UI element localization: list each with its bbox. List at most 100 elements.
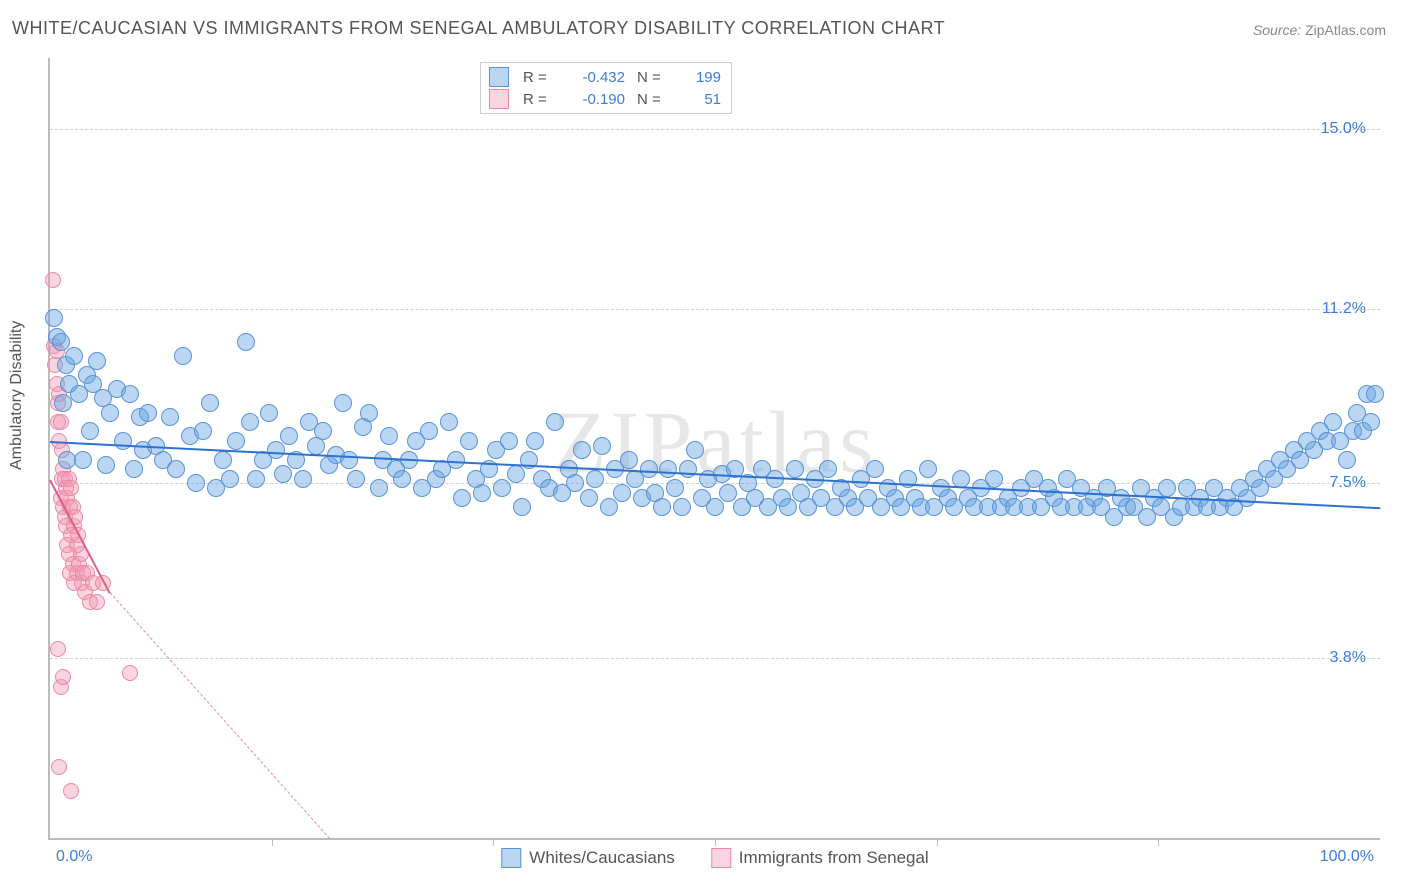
scatter-point-pink: [50, 641, 66, 657]
scatter-point-blue: [786, 460, 804, 478]
scatter-point-blue: [314, 422, 332, 440]
scatter-point-blue: [125, 460, 143, 478]
stat-n-blue: 199: [679, 69, 721, 86]
scatter-point-blue: [101, 404, 119, 422]
scatter-point-blue: [673, 498, 691, 516]
gridline-h: [50, 309, 1380, 310]
scatter-point-blue: [393, 470, 411, 488]
scatter-point-blue: [380, 427, 398, 445]
x-tick: [493, 838, 494, 846]
scatter-point-pink: [89, 594, 105, 610]
scatter-point-blue: [1324, 413, 1342, 431]
x-tick: [937, 838, 938, 846]
scatter-point-blue: [1338, 451, 1356, 469]
gridline-h: [50, 129, 1380, 130]
y-tick-label: 15.0%: [1321, 120, 1366, 138]
y-tick-label: 11.2%: [1322, 300, 1366, 318]
scatter-point-blue: [347, 470, 365, 488]
scatter-point-blue: [81, 422, 99, 440]
scatter-point-blue: [460, 432, 478, 450]
scatter-point-blue: [985, 470, 1003, 488]
gridline-h: [50, 658, 1380, 659]
plot-area: ZIPatlas R = -0.432 N = 199 R = -0.190 N…: [48, 58, 1380, 840]
scatter-point-blue: [227, 432, 245, 450]
scatter-point-pink: [51, 759, 67, 775]
scatter-point-blue: [666, 479, 684, 497]
scatter-point-blue: [600, 498, 618, 516]
x-tick: [272, 838, 273, 846]
scatter-point-blue: [653, 498, 671, 516]
scatter-point-blue: [88, 352, 106, 370]
scatter-point-blue: [121, 385, 139, 403]
scatter-point-blue: [45, 309, 63, 327]
scatter-point-blue: [919, 460, 937, 478]
scatter-point-blue: [493, 479, 511, 497]
scatter-point-blue: [97, 456, 115, 474]
x-axis-max-label: 100.0%: [1320, 848, 1374, 866]
scatter-point-blue: [237, 333, 255, 351]
scatter-point-blue: [161, 408, 179, 426]
scatter-point-blue: [280, 427, 298, 445]
legend-item-blue: Whites/Caucasians: [501, 848, 675, 868]
source-credit: Source: ZipAtlas.com: [1253, 22, 1386, 38]
scatter-point-pink: [55, 669, 71, 685]
scatter-point-blue: [586, 470, 604, 488]
scatter-point-blue: [294, 470, 312, 488]
swatch-pink: [489, 89, 509, 109]
scatter-point-blue: [187, 474, 205, 492]
scatter-point-blue: [360, 404, 378, 422]
legend-bottom: Whites/Caucasians Immigrants from Senega…: [501, 848, 928, 868]
scatter-point-blue: [139, 404, 157, 422]
scatter-point-pink: [45, 272, 61, 288]
swatch-blue: [489, 67, 509, 87]
y-tick-label: 7.5%: [1330, 474, 1366, 492]
scatter-point-blue: [453, 489, 471, 507]
regression-line-pink-dash: [109, 592, 329, 838]
scatter-point-blue: [580, 489, 598, 507]
scatter-point-pink: [122, 665, 138, 681]
scatter-point-blue: [719, 484, 737, 502]
scatter-point-blue: [274, 465, 292, 483]
stat-r-label-2: R =: [523, 91, 553, 108]
scatter-point-blue: [214, 451, 232, 469]
legend-swatch-blue: [501, 848, 521, 868]
scatter-point-blue: [779, 498, 797, 516]
x-tick: [1158, 838, 1159, 846]
scatter-point-blue: [267, 441, 285, 459]
stat-n-pink: 51: [679, 91, 721, 108]
scatter-point-blue: [573, 441, 591, 459]
scatter-point-blue: [473, 484, 491, 502]
scatter-point-blue: [659, 460, 677, 478]
scatter-point-blue: [613, 484, 631, 502]
scatter-point-blue: [526, 432, 544, 450]
y-tick-label: 3.8%: [1330, 649, 1366, 667]
scatter-point-pink: [63, 480, 79, 496]
scatter-point-blue: [167, 460, 185, 478]
legend-label-pink: Immigrants from Senegal: [739, 848, 929, 868]
stat-n-label-1: N =: [637, 69, 667, 86]
scatter-point-blue: [546, 413, 564, 431]
scatter-point-pink: [63, 783, 79, 799]
scatter-point-blue: [1362, 413, 1380, 431]
stat-r-label-1: R =: [523, 69, 553, 86]
scatter-point-blue: [65, 347, 83, 365]
scatter-point-blue: [74, 451, 92, 469]
scatter-point-blue: [340, 451, 358, 469]
scatter-point-blue: [420, 422, 438, 440]
scatter-point-blue: [370, 479, 388, 497]
scatter-point-blue: [679, 460, 697, 478]
scatter-point-blue: [52, 333, 70, 351]
legend-label-blue: Whites/Caucasians: [529, 848, 675, 868]
scatter-point-blue: [819, 460, 837, 478]
scatter-point-blue: [260, 404, 278, 422]
y-axis-label: Ambulatory Disability: [8, 321, 26, 470]
x-tick: [715, 838, 716, 846]
scatter-point-blue: [952, 470, 970, 488]
scatter-point-blue: [1366, 385, 1384, 403]
scatter-point-blue: [566, 474, 584, 492]
scatter-point-blue: [686, 441, 704, 459]
scatter-point-blue: [866, 460, 884, 478]
scatter-point-blue: [221, 470, 239, 488]
source-name: ZipAtlas.com: [1305, 22, 1386, 38]
scatter-point-blue: [440, 413, 458, 431]
